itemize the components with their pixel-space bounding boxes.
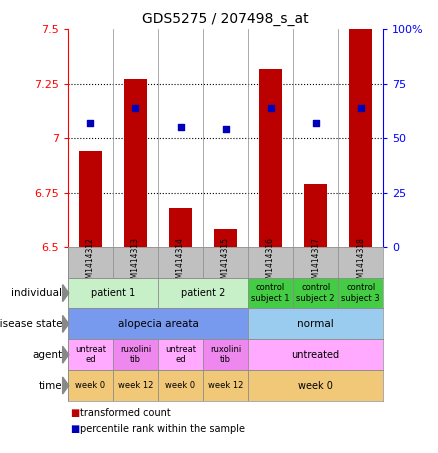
Bar (68, 278, 158, 308)
Text: ■: ■ (70, 408, 79, 418)
Point (177, 124, 184, 131)
Bar (203, 339, 248, 370)
Text: alopecia areata: alopecia areata (117, 319, 198, 329)
Bar (113, 370, 158, 401)
Point (312, 119, 319, 126)
Text: GSM1414313: GSM1414313 (131, 237, 140, 288)
Bar (113, 339, 158, 370)
Text: GSM1414312: GSM1414312 (86, 237, 95, 288)
Text: week 12: week 12 (118, 381, 153, 390)
Text: untreated: untreated (292, 350, 340, 360)
Text: week 12: week 12 (208, 381, 243, 390)
Text: patient 1: patient 1 (91, 288, 135, 298)
Text: normal: normal (297, 319, 334, 329)
Bar (124, 79, 147, 247)
Text: patient 2: patient 2 (181, 288, 225, 298)
Bar (68, 308, 248, 339)
Text: control
subject 1: control subject 1 (251, 284, 290, 303)
Point (267, 104, 274, 111)
Bar (293, 278, 338, 308)
Bar (169, 208, 192, 247)
Text: untreat
ed: untreat ed (165, 345, 196, 364)
Text: week 0: week 0 (298, 381, 333, 390)
Text: GSM1414318: GSM1414318 (356, 237, 365, 288)
Bar (158, 278, 248, 308)
Text: control
subject 3: control subject 3 (341, 284, 380, 303)
Text: week 0: week 0 (166, 381, 196, 390)
Bar (338, 278, 383, 308)
Text: GSM1414316: GSM1414316 (266, 237, 275, 288)
Text: individual: individual (11, 288, 62, 298)
Bar (350, 29, 372, 247)
Bar (68, 370, 113, 401)
Bar (68, 339, 113, 370)
Bar (248, 278, 293, 308)
Bar (304, 184, 327, 247)
Point (132, 104, 139, 111)
Text: untreat
ed: untreat ed (75, 345, 106, 364)
Bar (248, 370, 383, 401)
Text: GSM1414314: GSM1414314 (176, 237, 185, 288)
Bar (158, 370, 203, 401)
Bar (248, 339, 383, 370)
Text: GSM1414315: GSM1414315 (221, 237, 230, 288)
Point (357, 104, 364, 111)
Text: ruxolini
tib: ruxolini tib (120, 345, 151, 364)
Bar (214, 230, 237, 247)
Bar (158, 339, 203, 370)
Point (222, 126, 229, 133)
Text: week 0: week 0 (75, 381, 106, 390)
Text: percentile rank within the sample: percentile rank within the sample (80, 424, 245, 434)
Bar (248, 308, 383, 339)
Text: GSM1414317: GSM1414317 (311, 237, 320, 288)
Text: agent: agent (32, 350, 62, 360)
Bar (79, 151, 102, 247)
Text: ruxolini
tib: ruxolini tib (210, 345, 241, 364)
Text: disease state: disease state (0, 319, 62, 329)
Title: GDS5275 / 207498_s_at: GDS5275 / 207498_s_at (142, 12, 309, 26)
Text: transformed count: transformed count (80, 408, 171, 418)
Bar (259, 68, 282, 247)
Bar (203, 370, 248, 401)
Text: control
subject 2: control subject 2 (297, 284, 335, 303)
Point (87, 119, 94, 126)
Text: time: time (39, 381, 62, 390)
Text: ■: ■ (70, 424, 79, 434)
